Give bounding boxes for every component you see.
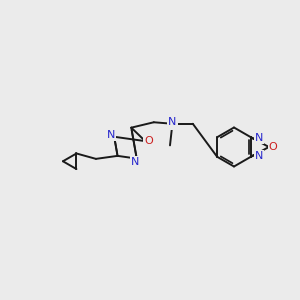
- Text: O: O: [269, 142, 278, 152]
- Text: N: N: [131, 157, 140, 167]
- Text: N: N: [168, 117, 177, 127]
- Text: N: N: [255, 151, 263, 161]
- Text: O: O: [145, 136, 153, 146]
- Text: N: N: [106, 130, 115, 140]
- Text: N: N: [168, 119, 177, 129]
- Text: N: N: [255, 133, 263, 143]
